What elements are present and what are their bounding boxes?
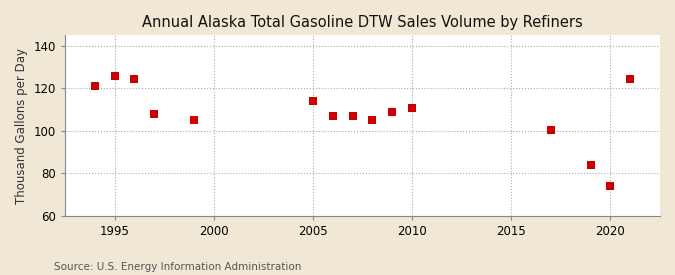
Point (367, 118, 378, 123)
Point (188, 118, 199, 123)
Point (406, 105, 417, 110)
Title: Annual Alaska Total Gasoline DTW Sales Volume by Refiners: Annual Alaska Total Gasoline DTW Sales V… (142, 15, 583, 30)
Y-axis label: Thousand Gallons per Day: Thousand Gallons per Day (15, 48, 28, 204)
Text: Source: U.S. Energy Information Administration: Source: U.S. Energy Information Administ… (54, 262, 301, 272)
Point (605, 184, 616, 188)
Point (545, 128, 556, 132)
Point (308, 99, 319, 103)
Point (625, 77, 636, 81)
Point (148, 112, 159, 116)
Point (585, 163, 596, 167)
Point (327, 114, 338, 118)
Point (89, 84, 100, 89)
Point (347, 114, 358, 118)
Point (387, 110, 398, 114)
Point (129, 77, 140, 81)
Point (109, 73, 120, 78)
